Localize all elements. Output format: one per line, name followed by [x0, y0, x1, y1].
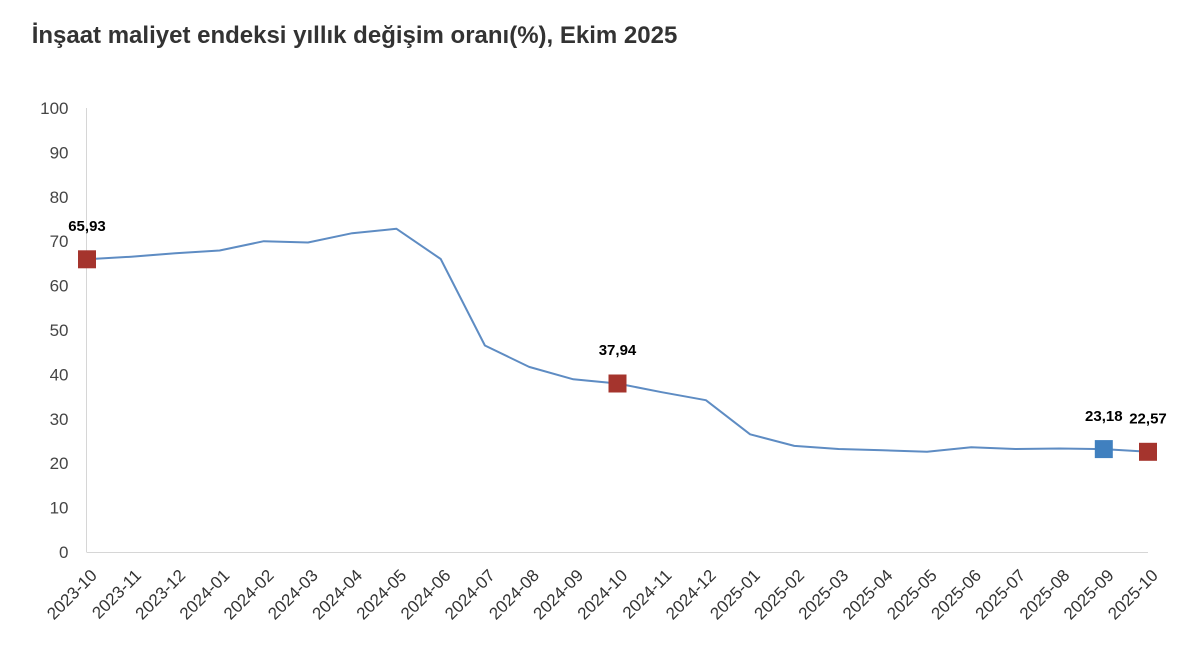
svg-text:30: 30	[50, 410, 69, 429]
svg-text:37,94: 37,94	[599, 342, 637, 359]
svg-text:60: 60	[50, 277, 69, 296]
svg-text:100: 100	[40, 99, 68, 118]
svg-text:0: 0	[59, 543, 68, 562]
svg-text:22,57: 22,57	[1129, 411, 1167, 428]
svg-text:23,18: 23,18	[1085, 408, 1123, 425]
svg-text:90: 90	[50, 143, 69, 162]
svg-text:70: 70	[50, 232, 69, 251]
svg-text:20: 20	[50, 454, 69, 473]
svg-text:65,93: 65,93	[68, 218, 106, 235]
svg-text:İnşaat maliyet endeksi yıllık: İnşaat maliyet endeksi yıllık değişim or…	[32, 22, 678, 49]
svg-text:40: 40	[50, 365, 69, 384]
svg-text:50: 50	[50, 321, 69, 340]
svg-text:80: 80	[50, 188, 69, 207]
svg-text:10: 10	[50, 499, 69, 518]
